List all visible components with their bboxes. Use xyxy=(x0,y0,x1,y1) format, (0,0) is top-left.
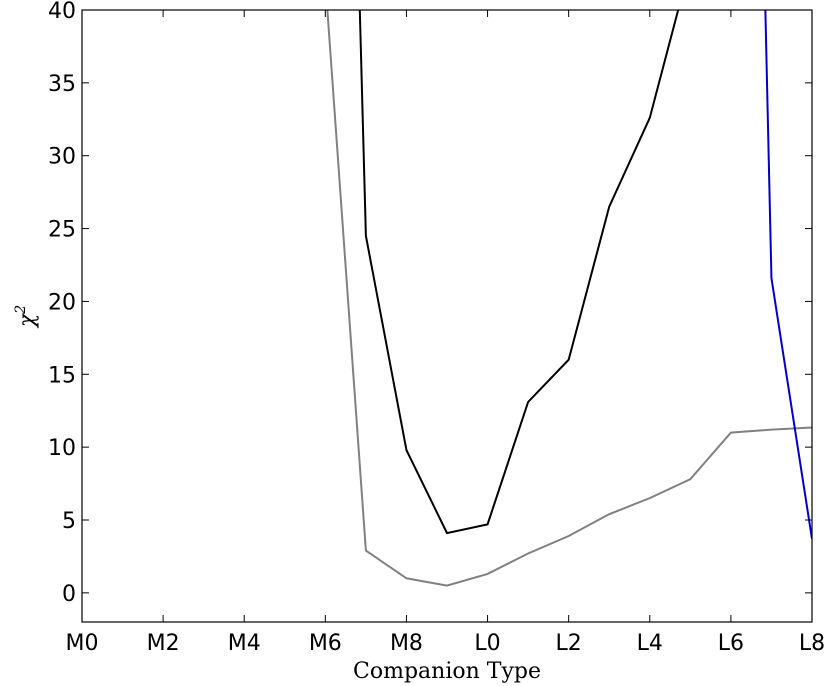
x-tick-label: M0 xyxy=(66,631,99,656)
tick-label-layer: M0 M2 M4 M6 M8 L0 L2 L4 L6 L8 0 5 10 15 20 25 30 35 40 xyxy=(48,0,825,656)
y-tick-label: 10 xyxy=(48,436,76,461)
series-line-2 xyxy=(326,10,812,587)
x-tick-label: M2 xyxy=(147,631,180,656)
x-tick-label: L2 xyxy=(556,631,582,656)
series-layer xyxy=(326,10,812,587)
y-tick-label: 15 xyxy=(48,363,76,388)
x-tick-label: L0 xyxy=(474,631,500,656)
y-tick-label: 25 xyxy=(48,218,76,243)
y-tick-label: 5 xyxy=(62,509,76,534)
x-tick-label: M6 xyxy=(309,631,342,656)
plot-frame xyxy=(81,9,813,623)
x-tick-label: L4 xyxy=(637,631,663,656)
x-tick-label: M4 xyxy=(228,631,261,656)
x-axis-title: Companion Type xyxy=(353,659,541,684)
y-axis-title-symbol: χ xyxy=(15,312,40,329)
x-tick-label: L8 xyxy=(799,631,825,656)
series-line-3 xyxy=(764,10,812,540)
y-tick-label: 35 xyxy=(48,72,76,97)
series-line-1 xyxy=(358,10,680,535)
y-tick-label: 30 xyxy=(48,145,76,170)
x-tick-label: L6 xyxy=(718,631,744,656)
tick-layer xyxy=(81,9,813,622)
y-tick-label: 20 xyxy=(48,290,76,315)
y-axis-title-exponent: 2 xyxy=(13,305,29,315)
y-tick-label: 40 xyxy=(48,0,76,24)
y-tick-label: 0 xyxy=(62,582,76,607)
x-tick-label: M8 xyxy=(390,631,423,656)
y-axis-title: χ2 xyxy=(13,305,40,329)
